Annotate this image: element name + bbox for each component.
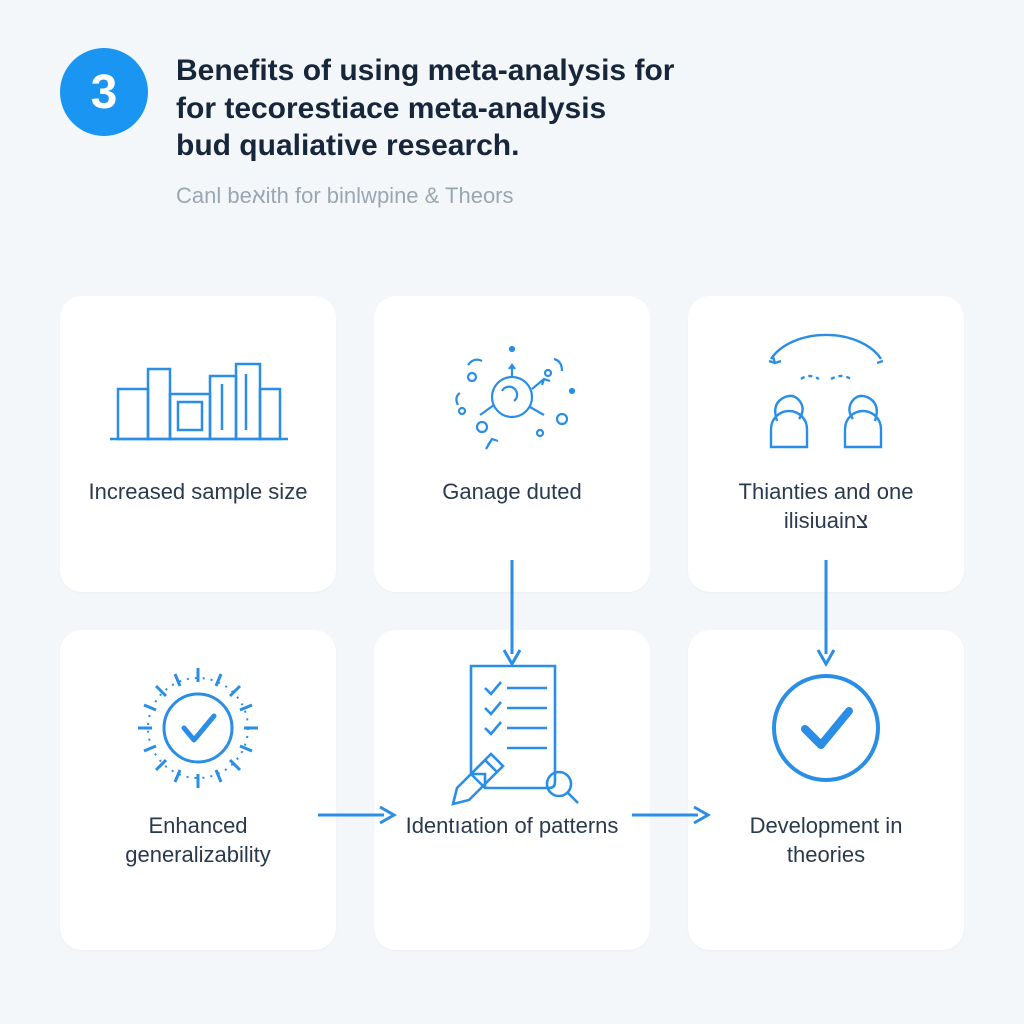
- card-label: Development in theories: [716, 812, 936, 869]
- scatter-icon: [392, 324, 632, 464]
- circle-check-icon: [706, 658, 946, 798]
- page-subtitle: Canl beאith for binlwpine & Theors: [176, 183, 674, 209]
- title-line-3: bud qualiative research.: [176, 129, 519, 162]
- card-generalizability: Enhanced generalizability: [60, 630, 336, 950]
- city-icon: [78, 324, 318, 464]
- card-theories: Development in theories: [688, 630, 964, 950]
- card-grid: Increased sample size: [60, 296, 964, 950]
- card-label: Increased sample size: [89, 478, 308, 507]
- gear-check-icon: [78, 658, 318, 798]
- badge-number: 3: [60, 48, 148, 136]
- checklist-icon: [392, 658, 632, 798]
- card-label: Enhanced generalizability: [88, 812, 308, 869]
- card-patterns: Identıation of patterns: [374, 630, 650, 950]
- card-sample-size: Increased sample size: [60, 296, 336, 592]
- card-thianties: Thianties and one ilisiuainצ: [688, 296, 964, 592]
- header: 3 Benefits of using meta-analysis for fo…: [0, 0, 1024, 229]
- title-line-1: Benefits of using meta-analysis for: [176, 54, 674, 87]
- card-label: Identıation of patterns: [406, 812, 619, 841]
- title-line-2: for tecorestiace meta-analysis: [176, 92, 606, 125]
- title-block: Benefits of using meta-analysis for for …: [176, 48, 674, 209]
- card-label: Ganage duted: [442, 478, 581, 507]
- page-title: Benefits of using meta-analysis for for …: [176, 52, 674, 165]
- card-ganage: Ganage duted: [374, 296, 650, 592]
- hands-icon: [706, 324, 946, 464]
- card-label: Thianties and one ilisiuainצ: [716, 478, 936, 535]
